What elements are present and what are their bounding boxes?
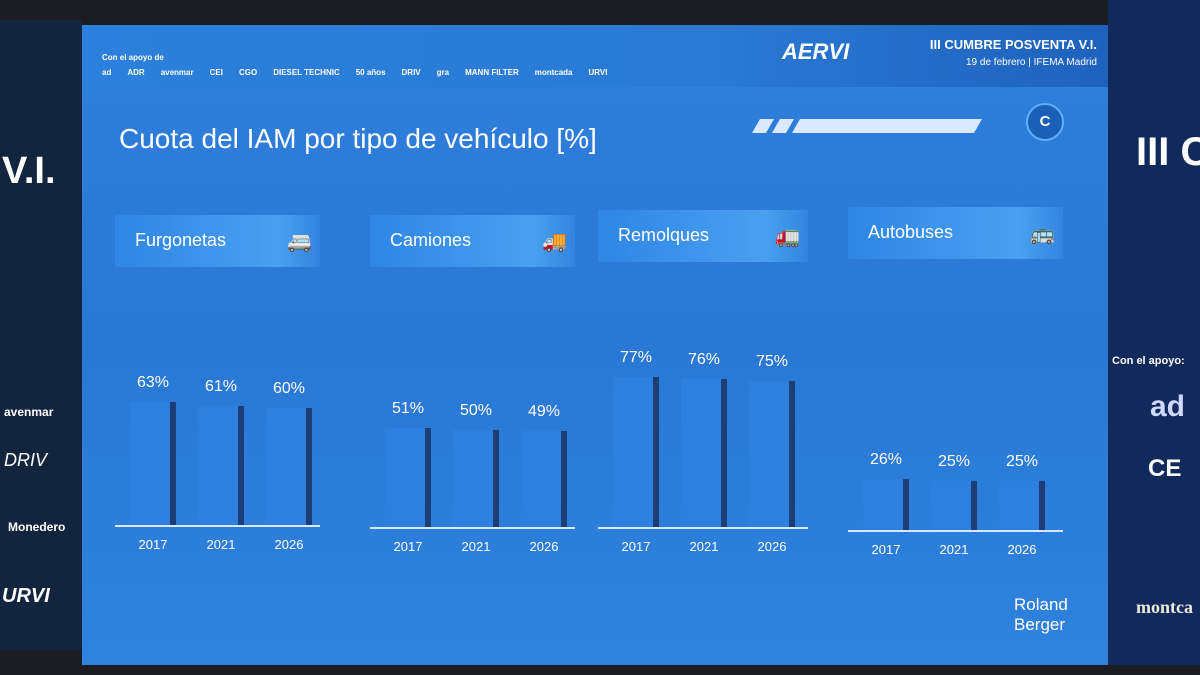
sponsor-logos: ad ADR avenmar CEI CGO DIESEL TECHNIC 50… [102, 68, 607, 77]
sponsor-logo: CGO [238, 68, 258, 77]
bar [385, 427, 431, 527]
bar [613, 376, 659, 527]
right-banner: III C Con el apoyo: ad CE montca [1108, 0, 1200, 665]
x-tick-label: 2017 [138, 537, 168, 552]
x-axis-line [370, 527, 575, 529]
sponsor-logo: URVI [2, 585, 50, 607]
sponsor-logo: CEI [209, 68, 223, 77]
sponsor-logo: URVI [588, 68, 608, 77]
chart-title: Cuota del IAM por tipo de vehículo [%] [119, 123, 597, 154]
bar [681, 378, 727, 527]
sponsor-logo: montca [1136, 597, 1193, 617]
data-label: 60% [272, 380, 306, 397]
x-tick-label: 2026 [529, 539, 559, 554]
sponsor-logo: DIESEL TECHNIC [273, 68, 340, 77]
x-axis-line [598, 527, 808, 529]
trailer-icon: 🚛 [775, 226, 800, 248]
sponsor-logo: montcada [534, 68, 573, 77]
slide: Con el apoyo de ad ADR avenmar CEI CGO D… [82, 25, 1108, 665]
event-title: III CUMBRE POSVENTA V.I. [929, 37, 1097, 52]
category-header: Furgonetas 🚐 [115, 215, 320, 267]
sponsor-logo: ad [1150, 390, 1186, 423]
x-tick-label: 2017 [393, 539, 423, 554]
section-badge: C [1026, 103, 1064, 141]
header-bar: Con el apoyo de ad ADR avenmar CEI CGO D… [82, 25, 1108, 87]
van-icon: 🚐 [287, 231, 312, 253]
bar [453, 429, 499, 527]
aervi-logo: AERVI [782, 39, 850, 64]
bar [266, 408, 312, 525]
x-tick-label: 2021 [461, 539, 491, 554]
decorative-stripes [752, 119, 982, 133]
sponsor-logo: 50 años [355, 68, 386, 77]
x-tick-label: 2017 [621, 539, 651, 554]
bus-icon: 🚌 [1030, 223, 1055, 245]
bar [521, 431, 567, 527]
category-label: Furgonetas [135, 230, 227, 250]
data-label: 75% [755, 352, 789, 370]
data-label: 51% [391, 399, 425, 417]
sponsor-logo: ADR [127, 68, 145, 77]
chart-area: Furgonetas 🚐 63% 2017 61% 2021 60% 2026 Camiones… [82, 25, 1108, 665]
sponsor-logo: MANN FILTER [465, 68, 519, 77]
category-header: Remolques 🚛 [598, 210, 808, 262]
bar [999, 481, 1045, 530]
event-date: 19 de febrero | IFEMA Madrid [966, 57, 1097, 68]
sponsor-logo: CE [1148, 455, 1182, 482]
bar [931, 481, 977, 530]
left-banner: V.I. avenmar DRIV Monedero URVI [0, 20, 82, 650]
data-label: 77% [619, 348, 653, 366]
data-label: 25% [937, 453, 971, 471]
x-axis-line [115, 525, 320, 527]
x-tick-label: 2026 [274, 537, 304, 552]
category-label: Autobuses [868, 222, 954, 242]
data-label: 61% [204, 378, 238, 396]
sponsor-logo: DRIV [401, 68, 421, 77]
x-tick-label: 2021 [939, 542, 969, 557]
left-banner-title: V.I. [2, 150, 56, 192]
bar [749, 380, 795, 527]
bar [198, 406, 244, 525]
data-label: 50% [459, 401, 493, 419]
data-label: 63% [136, 374, 170, 392]
sponsor-logo: ad [102, 68, 112, 77]
category-label: Remolques [618, 225, 710, 245]
support-label: Con el apoyo de [102, 53, 164, 62]
sponsor-logo: gra [436, 68, 450, 77]
data-label: 76% [687, 350, 721, 368]
x-tick-label: 2026 [1007, 542, 1037, 557]
x-tick-label: 2026 [757, 539, 787, 554]
right-banner-title: III C [1136, 130, 1200, 174]
x-tick-label: 2017 [871, 542, 901, 557]
sponsor-logo: avenmar [4, 405, 54, 419]
sponsor-logo: Monedero [8, 520, 66, 534]
x-tick-label: 2021 [689, 539, 719, 554]
data-label: 49% [527, 403, 561, 421]
bar [130, 402, 176, 525]
right-support-label: Con el apoyo: [1112, 355, 1185, 367]
data-label: 25% [1005, 453, 1039, 471]
category-label: Camiones [390, 230, 472, 250]
x-axis-line [848, 530, 1063, 532]
sponsor-logo: avenmar [160, 68, 194, 77]
x-tick-label: 2021 [206, 537, 236, 552]
sponsor-logo: DRIV [4, 450, 48, 470]
source-logo: Roland Berger [1014, 595, 1068, 634]
bar [863, 479, 909, 530]
category-header: Autobuses 🚌 [848, 207, 1063, 259]
data-label: 26% [869, 451, 903, 469]
truck-icon: 🚚 [542, 231, 567, 253]
category-header: Camiones 🚚 [370, 215, 575, 267]
